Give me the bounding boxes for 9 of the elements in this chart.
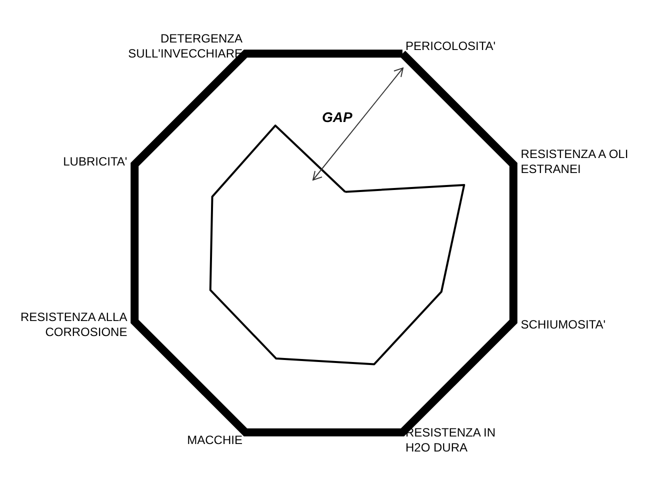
- spoke-label: MACCHIE: [187, 432, 242, 447]
- spoke-label: RESISTENZA ALLA CORROSIONE: [20, 310, 128, 340]
- spoke-label: SCHIUMOSITA': [520, 318, 606, 332]
- spoke-label: DETERGENZA SULL'INVECCHIARE: [128, 32, 242, 61]
- spoke-label: PERICOLOSITA': [406, 39, 496, 54]
- spoke-label: RESISTENZA A OLI ESTRANEI: [520, 146, 628, 176]
- text: GAP: [322, 109, 353, 125]
- spoke-label: LUBRICITA': [63, 154, 128, 168]
- spoke-label: RESISTENZA IN H2O DURA: [406, 425, 496, 454]
